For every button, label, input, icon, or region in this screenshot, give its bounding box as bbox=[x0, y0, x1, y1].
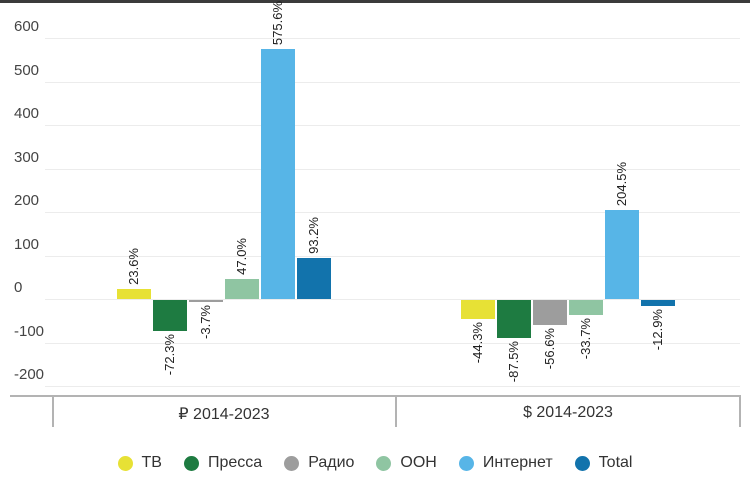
gridline bbox=[45, 299, 740, 300]
legend-marker-press bbox=[183, 455, 199, 471]
bar-total-rub[interactable] bbox=[297, 258, 331, 299]
bar-ooh-usd[interactable] bbox=[569, 300, 603, 315]
bar-value-label-ooh-rub: 47.0% bbox=[234, 238, 249, 275]
bar-value-label-tv-usd: -44.3% bbox=[470, 322, 485, 364]
bar-ooh-rub[interactable] bbox=[225, 279, 259, 299]
gridline bbox=[45, 82, 740, 83]
gridline bbox=[45, 212, 740, 213]
legend-item-total: Total bbox=[574, 454, 633, 472]
y-axis-tick-label: 600 bbox=[14, 18, 40, 35]
legend-marker-tv bbox=[117, 455, 133, 471]
legend-item-press: Пресса bbox=[183, 454, 263, 472]
legend-item-ooh: OOH bbox=[376, 454, 437, 472]
gridline bbox=[45, 343, 740, 344]
bar-value-label-press-rub: -72.3% bbox=[162, 334, 177, 376]
bar-value-label-tv-rub: 23.6% bbox=[126, 248, 141, 285]
bar-value-label-radio-usd: -56.6% bbox=[542, 328, 557, 370]
legend-item-internet: Интернет bbox=[458, 454, 553, 472]
gridline bbox=[45, 169, 740, 170]
bar-value-label-press-usd: -87.5% bbox=[506, 341, 521, 383]
legend-label: Радио bbox=[308, 454, 355, 471]
top-border bbox=[0, 0, 750, 3]
bar-radio-rub[interactable] bbox=[189, 300, 223, 302]
x-axis-group-label-rub: ₽ 2014-2023 bbox=[178, 406, 270, 423]
y-axis-tick-label: 100 bbox=[14, 236, 40, 253]
bar-tv-usd[interactable] bbox=[461, 300, 495, 319]
bar-value-label-internet-rub: 575.6% bbox=[270, 0, 285, 45]
y-axis-tick-label: -100 bbox=[14, 323, 45, 340]
x-axis-tick bbox=[52, 395, 54, 427]
y-axis-tick-label: 200 bbox=[14, 192, 40, 209]
bar-value-label-ooh-usd: -33.7% bbox=[578, 318, 593, 360]
bar-value-label-internet-usd: 204.5% bbox=[614, 161, 629, 206]
gridline bbox=[45, 125, 740, 126]
bar-press-rub[interactable] bbox=[153, 300, 187, 331]
gridline bbox=[45, 256, 740, 257]
bar-internet-usd[interactable] bbox=[605, 210, 639, 299]
bar-value-label-total-rub: 93.2% bbox=[306, 217, 321, 254]
bar-internet-rub[interactable] bbox=[261, 49, 295, 299]
y-axis-tick-label: 500 bbox=[14, 62, 40, 79]
x-axis-tick bbox=[739, 395, 741, 427]
bar-value-label-radio-rub: -3.7% bbox=[198, 305, 213, 339]
y-axis-tick-label: -200 bbox=[14, 366, 45, 383]
legend-marker-radio bbox=[284, 455, 300, 471]
bar-total-usd[interactable] bbox=[641, 300, 675, 306]
bar-radio-usd[interactable] bbox=[533, 300, 567, 325]
y-axis-tick-label: 300 bbox=[14, 149, 40, 166]
legend-label: OOH bbox=[400, 454, 437, 471]
legend-label: Интернет bbox=[482, 454, 553, 471]
legend-label: Total bbox=[598, 454, 633, 471]
bar-value-label-total-usd: -12.9% bbox=[650, 309, 665, 351]
bar-tv-rub[interactable] bbox=[117, 289, 151, 299]
y-axis-tick-label: 400 bbox=[14, 105, 40, 122]
legend-label: Пресса bbox=[207, 454, 263, 471]
y-axis-tick-label: 0 bbox=[14, 279, 23, 296]
gridline bbox=[45, 38, 740, 39]
legend: ТВ Пресса Радио OOH Интернет Total bbox=[0, 449, 750, 477]
legend-item-radio: Радио bbox=[284, 454, 354, 472]
gridline bbox=[45, 386, 740, 387]
x-axis-tick bbox=[395, 395, 397, 427]
x-axis-group-label-usd: $ 2014-2023 bbox=[523, 404, 613, 421]
legend-label: ТВ bbox=[141, 454, 162, 471]
legend-marker-internet bbox=[458, 455, 474, 471]
x-axis-line bbox=[10, 395, 740, 397]
legend-item-tv: ТВ bbox=[117, 454, 162, 472]
legend-marker-ooh bbox=[376, 455, 392, 471]
legend-marker-total bbox=[574, 455, 590, 471]
bar-press-usd[interactable] bbox=[497, 300, 531, 338]
